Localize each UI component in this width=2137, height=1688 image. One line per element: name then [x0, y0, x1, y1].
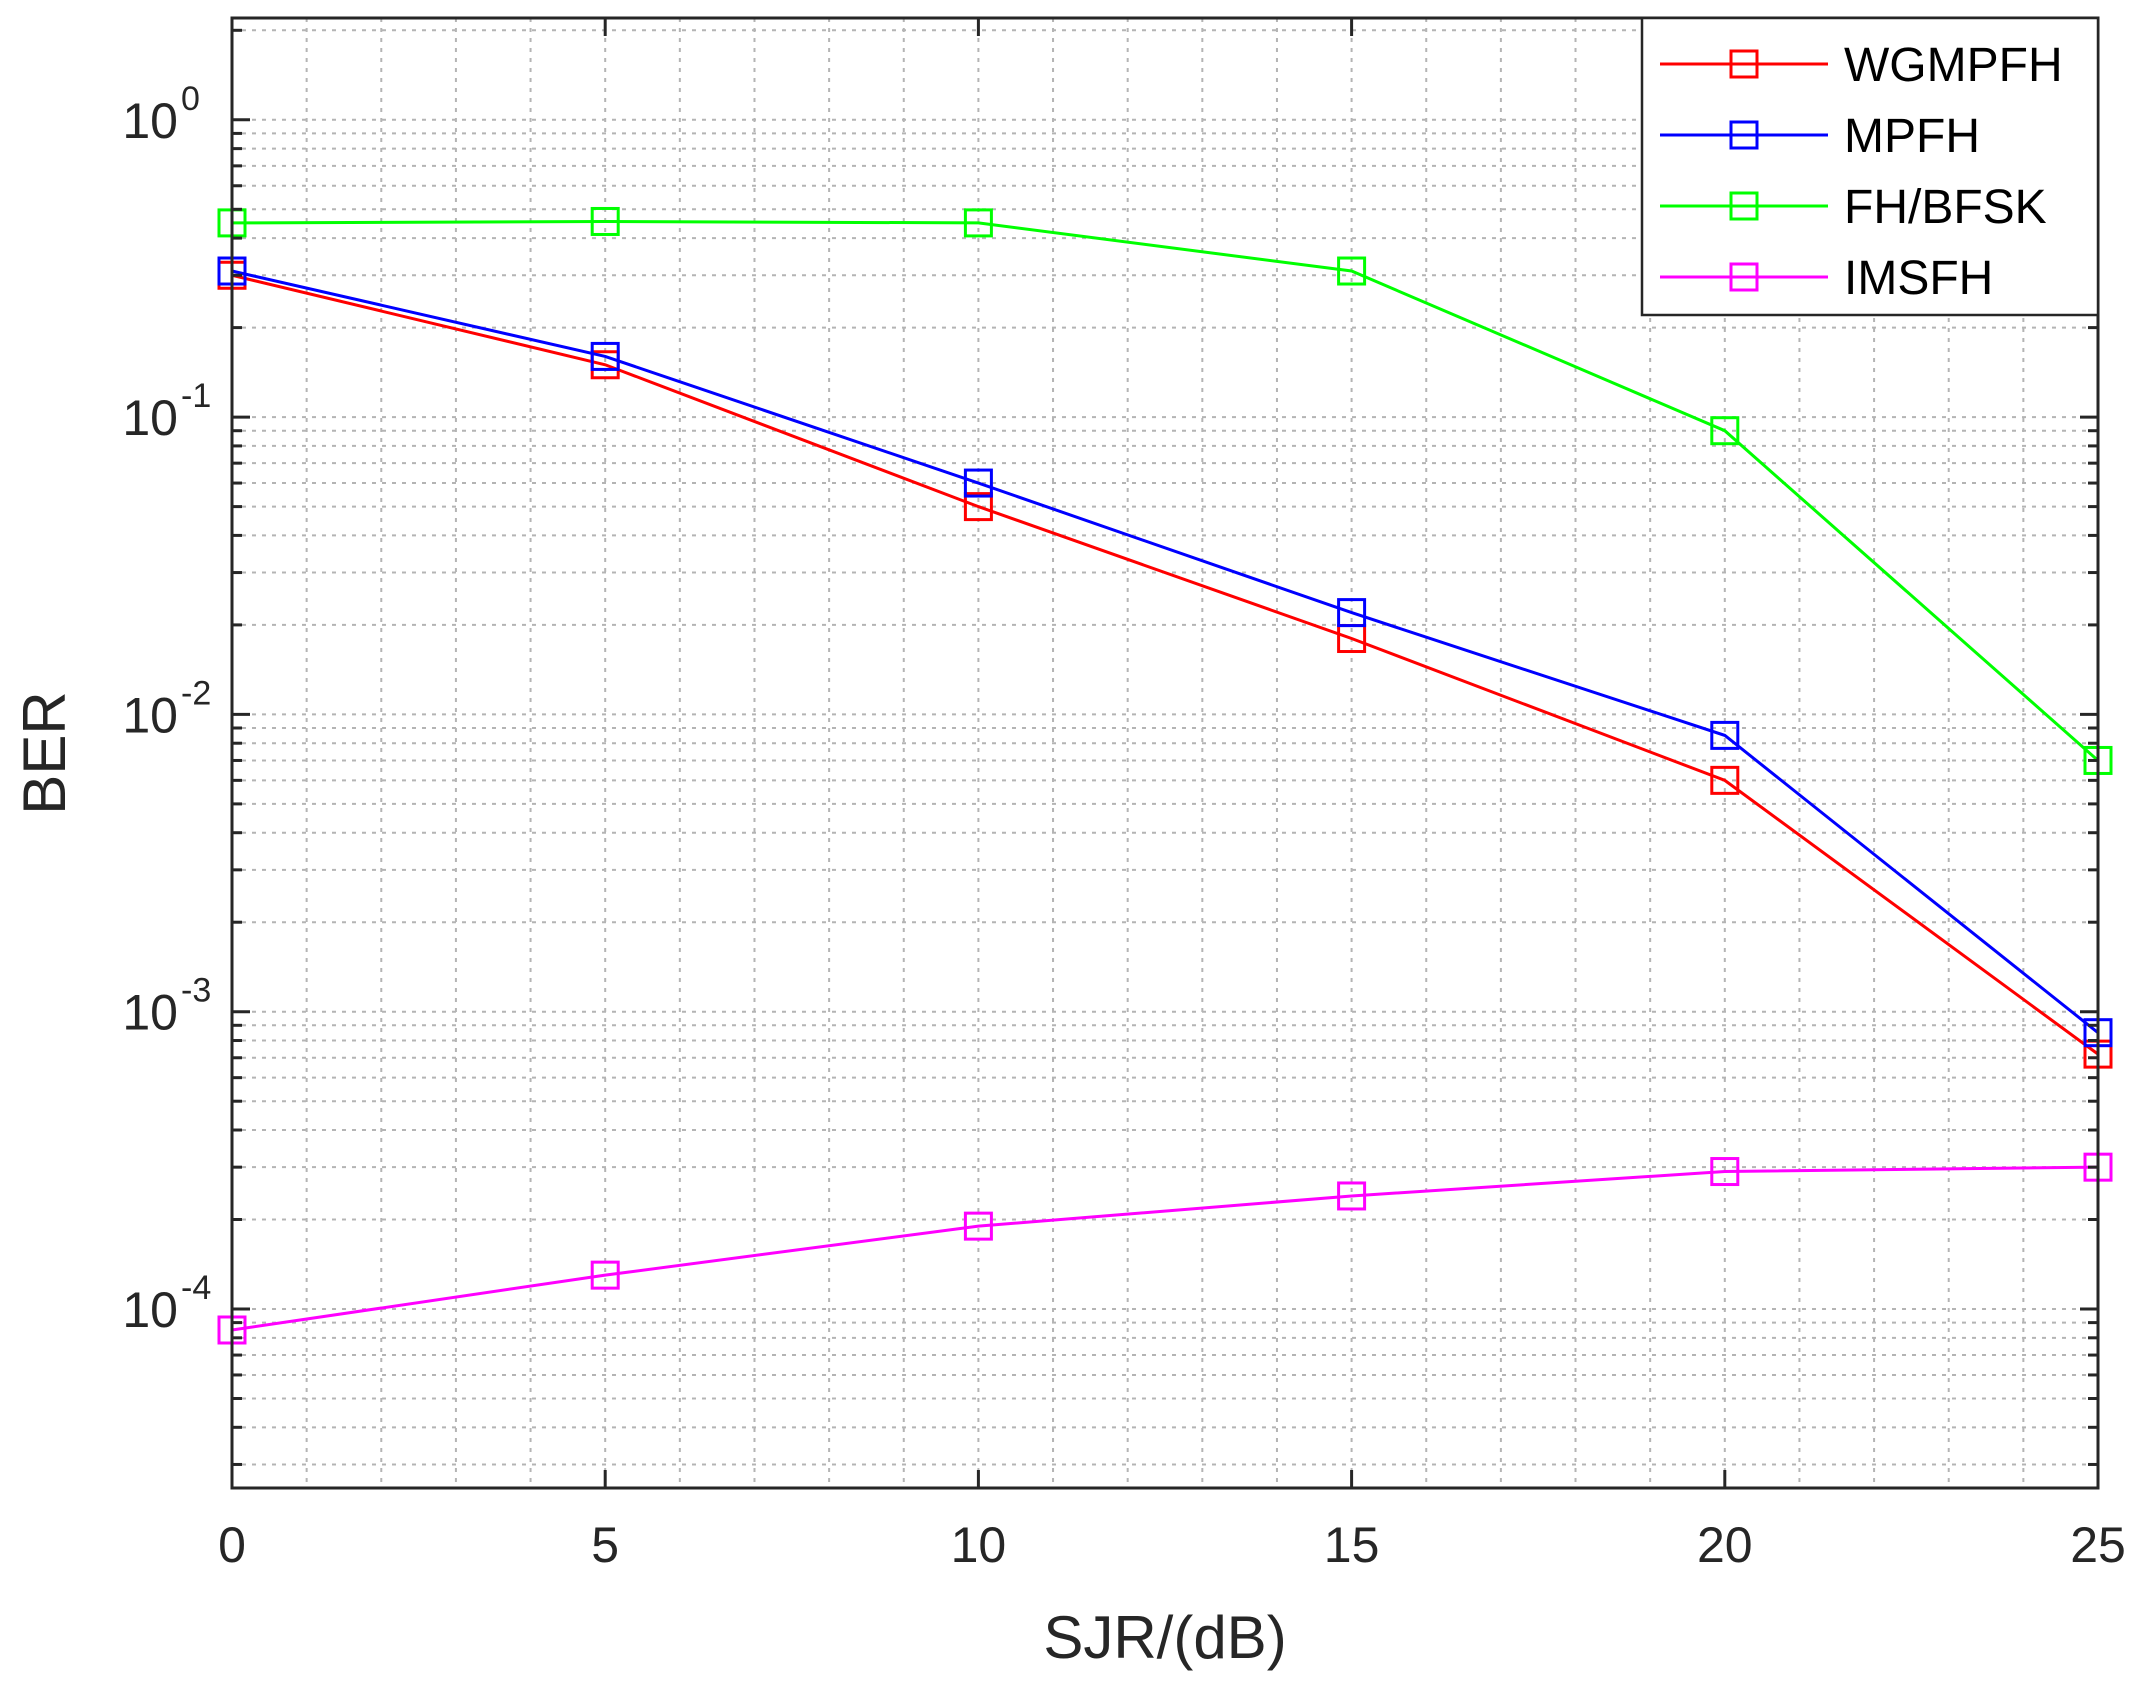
y-tick-label-exponent: -4 — [181, 1269, 211, 1307]
legend-label-mpfh: MPFH — [1844, 110, 1980, 163]
series-line-wgmpfh — [231, 273, 2099, 1056]
y-tick-label-base: 10 — [122, 390, 178, 446]
legend-marker-fh-bfsk — [1729, 191, 1759, 221]
legend-box — [1640, 16, 2100, 317]
data-point-mpfh — [1710, 720, 1740, 750]
legend-item-imsfh: IMSFH — [1660, 252, 1993, 305]
axis-ticks — [230, 18, 2100, 1488]
data-point-fh-bfsk — [1710, 416, 1740, 446]
legend-item-wgmpfh: WGMPFH — [1660, 39, 2063, 92]
legend-label-fh-bfsk: FH/BFSK — [1844, 181, 2047, 234]
legend-item-fh-bfsk: FH/BFSK — [1660, 181, 2047, 234]
y-axis-title: BER — [11, 691, 78, 814]
data-point-imsfh — [1337, 1181, 1367, 1211]
y-tick-label-exponent: 0 — [181, 80, 200, 118]
x-tick-label: 15 — [1324, 1517, 1380, 1573]
legend-marker-imsfh — [1729, 262, 1759, 292]
y-tick-label-exponent: -3 — [181, 972, 211, 1010]
x-tick-label: 20 — [1697, 1517, 1753, 1573]
y-tick-label: 10 -4 — [122, 1269, 211, 1338]
y-tick-label-base: 10 — [122, 687, 178, 743]
legend-marker-mpfh — [1729, 120, 1759, 150]
y-tick-label-base: 10 — [122, 1282, 178, 1338]
y-tick-label-base: 10 — [122, 93, 178, 149]
data-point-mpfh — [963, 468, 993, 498]
data-point-fh-bfsk — [590, 206, 620, 236]
y-tick-label: 10 0 — [122, 80, 200, 149]
data-point-fh-bfsk — [963, 208, 993, 238]
legend-item-mpfh: MPFH — [1660, 110, 1980, 163]
x-axis-title: SJR/(dB) — [1043, 1604, 1286, 1671]
data-point-imsfh — [590, 1260, 620, 1290]
y-tick-label: 10 -2 — [122, 674, 211, 743]
data-point-wgmpfh — [963, 492, 993, 522]
data-point-wgmpfh — [1710, 765, 1740, 795]
series-line-mpfh — [231, 269, 2099, 1034]
data-point-mpfh — [1337, 598, 1367, 628]
x-tick-label: 5 — [591, 1517, 619, 1573]
x-tick-label: 25 — [2070, 1517, 2126, 1573]
data-point-fh-bfsk — [1337, 256, 1367, 286]
x-tick-label: 0 — [218, 1517, 246, 1573]
y-tick-label-exponent: -2 — [181, 674, 211, 712]
y-tick-label: 10 -3 — [122, 972, 211, 1041]
data-point-imsfh — [1710, 1157, 1740, 1187]
data-point-imsfh — [963, 1211, 993, 1241]
series-layer — [217, 206, 2113, 1345]
y-tick-label: 10 -1 — [122, 377, 211, 446]
series-line-imsfh — [231, 1165, 2099, 1332]
legend-label-wgmpfh: WGMPFH — [1844, 39, 2063, 92]
series-line-fh-bfsk — [231, 219, 2099, 762]
legend-label-imsfh: IMSFH — [1844, 252, 1993, 305]
y-tick-label-base: 10 — [122, 985, 178, 1041]
legend: WGMPFH MPFH FH/BFSK IMSFH — [1640, 16, 2100, 317]
legend-marker-wgmpfh — [1729, 49, 1759, 79]
data-point-mpfh — [590, 341, 620, 371]
x-tick-labels: 0 5 10 15 20 25 — [218, 1517, 2126, 1573]
plot-frame — [230, 16, 2100, 1490]
y-tick-label-exponent: -1 — [181, 377, 211, 415]
x-tick-label: 10 — [951, 1517, 1007, 1573]
